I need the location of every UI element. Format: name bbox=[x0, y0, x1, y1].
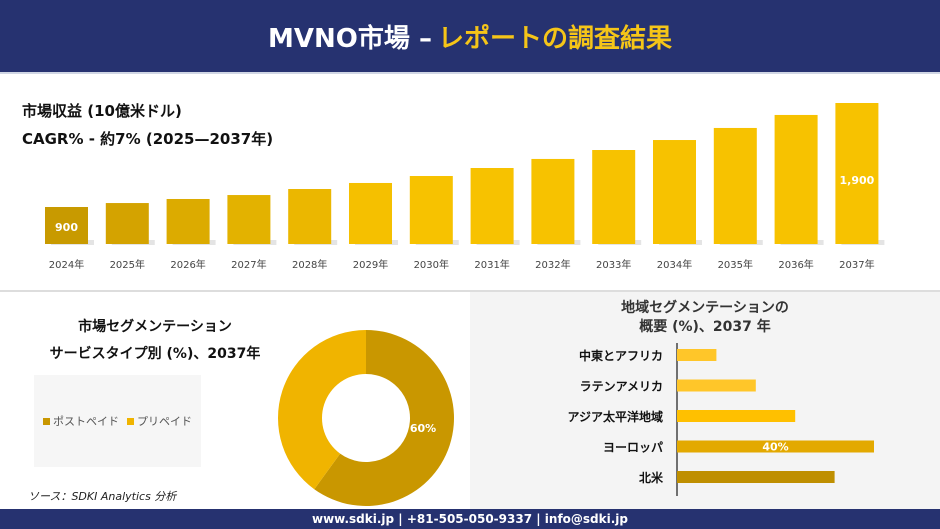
report-header: MVNO市場 – レポートの調査結果 bbox=[0, 0, 940, 74]
bar-2027年 bbox=[227, 195, 271, 244]
segment-title-line2: サービスタイプ別 (%)、2037年 bbox=[49, 346, 261, 362]
bar-2028年 bbox=[288, 189, 332, 244]
bar-2024年 bbox=[45, 207, 88, 244]
x-tick-label: 2035年 bbox=[718, 258, 753, 271]
x-tick-label: 2025年 bbox=[110, 258, 145, 271]
x-tick-label: 2026年 bbox=[170, 258, 205, 271]
bar-2037年 bbox=[835, 103, 879, 244]
legend-item-prepaid: プリペイド bbox=[127, 413, 192, 429]
header-title-accent: レポートの調査結果 bbox=[437, 23, 672, 54]
region-title-line1: 地域セグメンテーションの bbox=[621, 300, 789, 316]
region-panel: 地域セグメンテーションの 概要 (%)、2037 年 中東とアフリカ ラテンアメリ… bbox=[470, 292, 940, 509]
donut-slice-プリペイド bbox=[278, 330, 366, 490]
legend-label: プリペイド bbox=[137, 415, 192, 428]
region-title-line2: 概要 (%)、2037 年 bbox=[639, 319, 771, 335]
region-label: 北米 bbox=[639, 470, 664, 485]
source-note: ソース：SDKI Analytics 分析 bbox=[28, 490, 177, 503]
x-tick-label: 2031年 bbox=[474, 258, 509, 271]
legend-label: ポストペイド bbox=[53, 415, 119, 428]
x-tick-label: 2037年 bbox=[839, 258, 874, 271]
header-title-main: MVNO市場 – bbox=[268, 23, 432, 54]
region-label: ヨーロッパ bbox=[603, 441, 663, 455]
region-label: ラテンアメリカ bbox=[580, 380, 663, 394]
bar-2030年 bbox=[409, 176, 453, 244]
donut-slice-ポストペイド bbox=[314, 330, 454, 506]
bar-2029年 bbox=[349, 182, 392, 244]
x-tick-label: 2024年 bbox=[49, 258, 84, 271]
bar-2033年 bbox=[592, 150, 636, 244]
legend-swatch bbox=[43, 417, 50, 425]
slice-data-label: 60% bbox=[410, 422, 436, 435]
bar-2025年 bbox=[105, 203, 149, 244]
section-divider bbox=[0, 290, 940, 292]
bar-2032年 bbox=[531, 158, 575, 244]
region-bar bbox=[677, 410, 796, 422]
bar-2026年 bbox=[166, 198, 210, 244]
region-bar bbox=[677, 471, 835, 483]
x-tick-label: 2028年 bbox=[292, 258, 327, 271]
x-tick-label: 2032年 bbox=[535, 258, 570, 271]
revenue-title: 市場収益 (10億米ドル) bbox=[22, 102, 182, 120]
revenue-bar-chart: 2024年 900 2025年 2026年 2027年 2028年 2029年 2030年 20… bbox=[45, 103, 885, 271]
x-tick-label: 2034年 bbox=[657, 258, 692, 271]
legend-item-postpaid: ポストペイド bbox=[43, 413, 119, 429]
bar-2034年 bbox=[653, 140, 696, 244]
region-label: 中東とアフリカ bbox=[579, 348, 663, 363]
contact-footer: www.sdki.jp | +81-505-050-9337 | info@sd… bbox=[0, 509, 940, 529]
bar-2031年 bbox=[470, 168, 514, 244]
region-bar bbox=[677, 349, 717, 361]
bar-data-label: 1,900 bbox=[840, 174, 875, 187]
region-bar bbox=[677, 379, 756, 392]
x-tick-label: 2033年 bbox=[596, 258, 631, 271]
x-tick-label: 2030年 bbox=[414, 258, 449, 271]
donut-legend: ポストペイド プリペイド bbox=[34, 375, 201, 467]
x-tick-label: 2029年 bbox=[353, 258, 388, 271]
x-tick-label: 2036年 bbox=[778, 258, 813, 271]
segment-title-line1: 市場セグメンテーション bbox=[78, 319, 232, 335]
bar-2036年 bbox=[774, 114, 818, 245]
bar-2035年 bbox=[713, 127, 757, 244]
bar-data-label: 900 bbox=[55, 221, 78, 234]
service-type-donut-chart: 60% bbox=[278, 330, 454, 506]
region-label: アジア太平洋地域 bbox=[567, 409, 663, 424]
x-tick-label: 2027年 bbox=[231, 258, 266, 271]
region-bar bbox=[677, 440, 874, 453]
legend-swatch bbox=[127, 417, 134, 425]
region-data-label: 40% bbox=[762, 441, 788, 454]
cagr-text: CAGR% - 約7% (2025—2037年) bbox=[22, 130, 274, 148]
